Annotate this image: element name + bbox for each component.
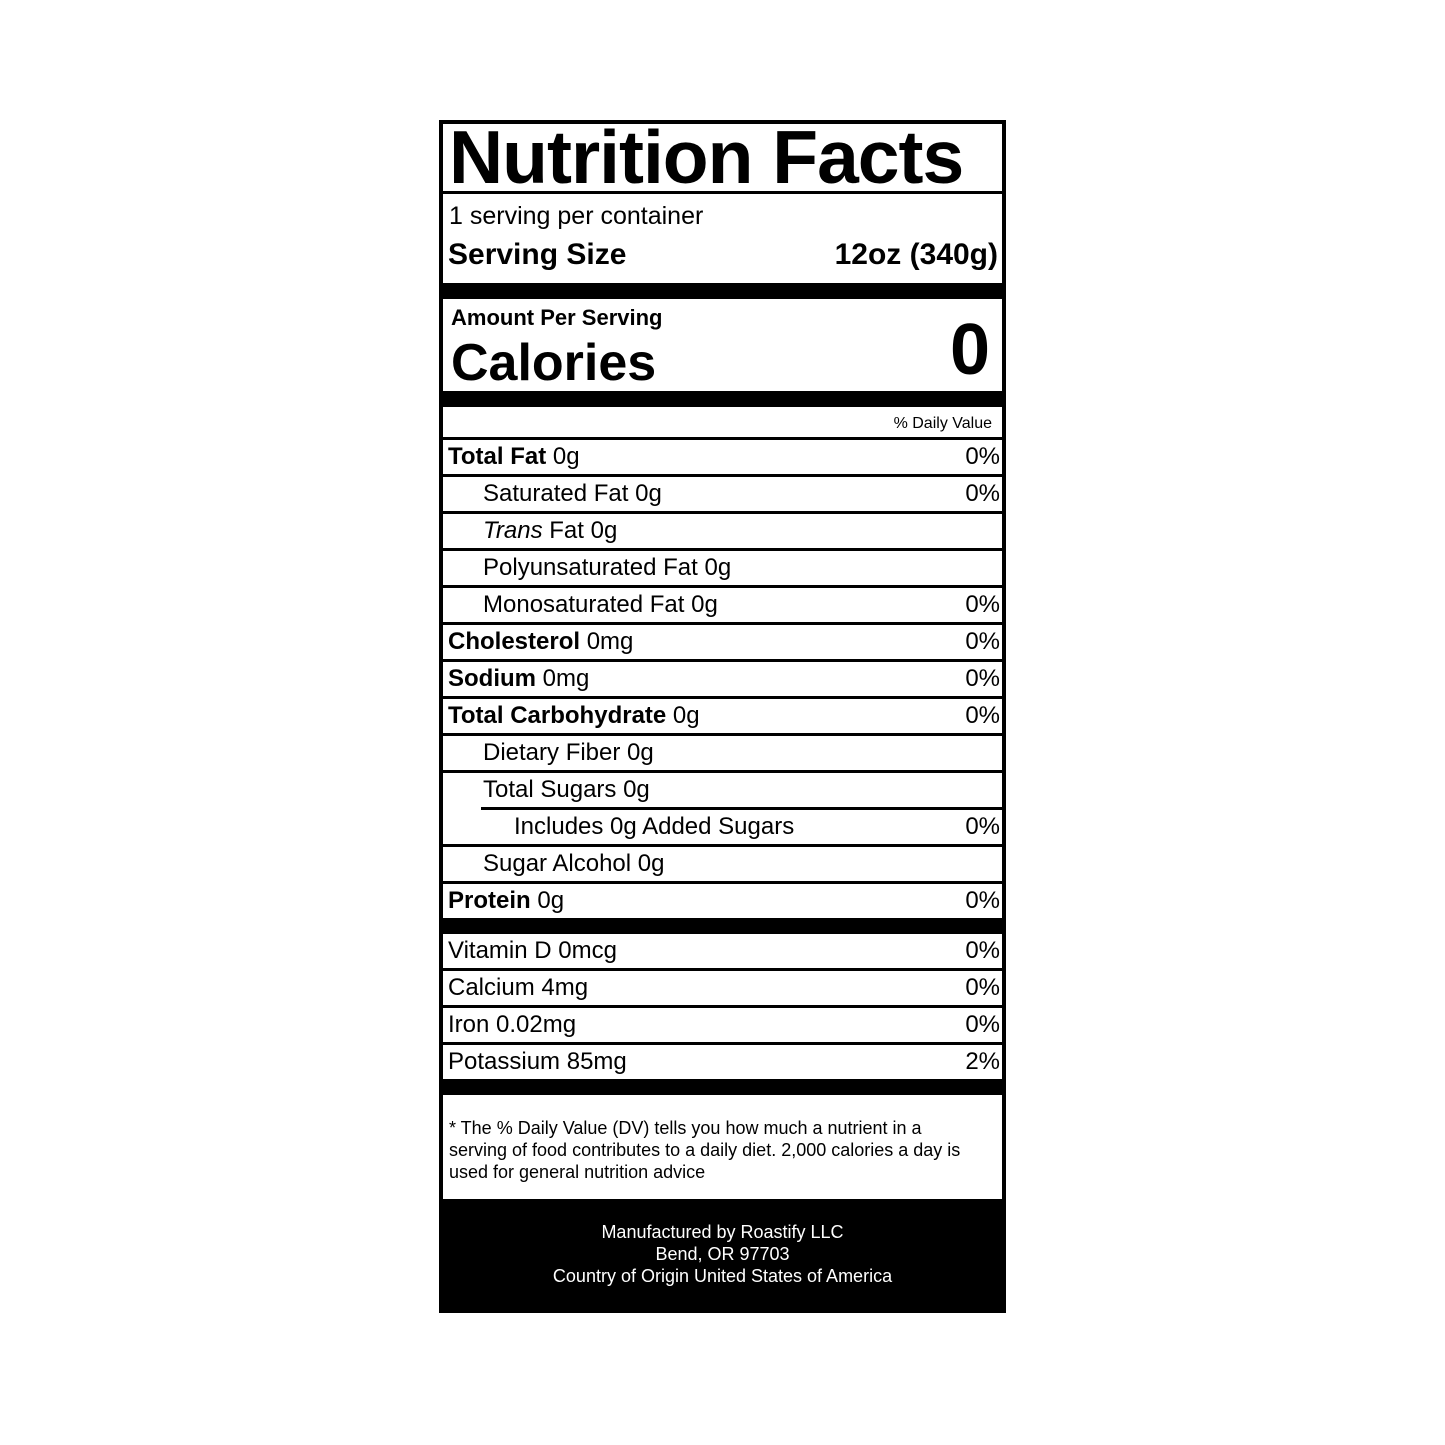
country-of-origin: Country of Origin United States of Ameri…: [552, 1266, 893, 1286]
nutrient-name: Total Sugars: [483, 776, 617, 803]
divider: [443, 918, 1002, 934]
nutrient-row-sugar-alcohol: Sugar Alcohol 0g: [443, 847, 1002, 884]
nutrient-name: Total Fat: [448, 443, 547, 470]
nutrient-amount: 0g: [537, 887, 565, 914]
nutrient-dv: 0%: [965, 591, 1000, 618]
vitamin-row-vitamin-d: Vitamin D 0mcg 0%: [443, 934, 1002, 971]
nutrient-dv: 0%: [965, 665, 1000, 692]
nutrient-row-added-sugars: Includes 0g Added Sugars 0%: [443, 810, 1002, 847]
vitamin-dv: 0%: [965, 1011, 1000, 1038]
vitamin-name: Vitamin D: [448, 937, 552, 964]
nutrient-amount: 0g: [627, 739, 654, 766]
serving-size-value: 12oz (340g): [834, 238, 998, 271]
indented-divider: [481, 807, 1002, 810]
nutrient-name: Polyunsaturated Fat: [483, 554, 698, 581]
nutrient-row-total-sugars: Total Sugars 0g: [443, 773, 1002, 807]
vitamin-row-calcium: Calcium 4mg 0%: [443, 971, 1002, 1008]
nutrient-row-total-fat: Total Fat 0g 0%: [443, 440, 1002, 477]
serving-size-row: Serving Size 12oz (340g): [443, 234, 1002, 283]
nutrient-dv: 0%: [965, 887, 1000, 914]
calories-label: Calories: [451, 334, 657, 392]
divider: [443, 1079, 1002, 1095]
nutrient-row-sodium: Sodium 0mg 0%: [443, 662, 1002, 699]
nutrient-name: Sugar Alcohol: [483, 850, 632, 877]
vitamin-amount: 85mg: [566, 1048, 627, 1075]
nutrient-dv: 0%: [965, 813, 1000, 840]
nutrient-name: Trans: [483, 517, 543, 544]
vitamin-dv: 0%: [965, 974, 1000, 1001]
nutrient-dv: 0%: [965, 628, 1000, 655]
divider: [443, 391, 1002, 407]
nutrient-amount: 0g: [704, 554, 732, 581]
nutrient-name: Saturated Fat: [483, 480, 629, 507]
nutrient-row-dietary-fiber: Dietary Fiber 0g: [443, 736, 1002, 773]
nutrition-facts-label: Nutrition Facts 1 serving per container …: [439, 120, 1006, 1313]
vitamin-amount: 4mg: [541, 974, 589, 1001]
nutrient-name: Includes 0g Added Sugars: [514, 813, 795, 840]
vitamin-name: Calcium: [448, 974, 535, 1001]
nutrient-amount: 0g: [623, 776, 650, 803]
label-title: Nutrition Facts: [443, 124, 1002, 194]
nutrient-amount: 0g: [635, 480, 662, 507]
manufacturer-line: Manufactured by Roastify LLC: [601, 1222, 844, 1242]
vitamin-name: Potassium: [448, 1048, 561, 1075]
vitamin-dv: 2%: [965, 1048, 1000, 1075]
nutrient-amount: 0mg: [542, 665, 590, 692]
nutrient-dv: 0%: [965, 443, 1000, 470]
nutrient-name: Cholesterol: [448, 628, 581, 655]
manufacturer-address: Bend, OR 97703: [655, 1244, 790, 1264]
nutrient-row-total-carbohydrate: Total Carbohydrate 0g 0%: [443, 699, 1002, 736]
vitamin-amount: 0mcg: [558, 937, 617, 964]
nutrient-name: Total Carbohydrate: [448, 702, 667, 729]
nutrient-amount: 0g: [552, 443, 580, 470]
nutrient-name: Dietary Fiber: [483, 739, 621, 766]
manufacturer-info: Manufactured by Roastify LLC Bend, OR 97…: [443, 1199, 1002, 1309]
vitamin-row-iron: Iron 0.02mg 0%: [443, 1008, 1002, 1045]
nutrient-name-suffix: Fat: [549, 517, 584, 544]
nutrient-dv: 0%: [965, 702, 1000, 729]
nutrient-amount: 0mg: [586, 628, 634, 655]
nutrient-amount: 0g: [637, 850, 665, 877]
nutrient-row-polyunsaturated-fat: Polyunsaturated Fat 0g: [443, 551, 1002, 588]
calories-section: Amount Per Serving Calories 0: [443, 299, 1002, 392]
nutrient-name: Protein: [448, 887, 531, 914]
vitamin-amount: 0.02mg: [496, 1011, 577, 1038]
vitamin-dv: 0%: [965, 937, 1000, 964]
daily-value-footnote: * The % Daily Value (DV) tells you how m…: [449, 1118, 961, 1182]
nutrient-row-cholesterol: Cholesterol 0mg 0%: [443, 625, 1002, 662]
daily-value-header: % Daily Value: [443, 407, 1002, 440]
calories-value: 0: [949, 310, 990, 390]
nutrient-row-protein: Protein 0g 0%: [443, 884, 1002, 918]
nutrient-row-monosaturated-fat: Monosaturated Fat 0g 0%: [443, 588, 1002, 625]
nutrient-amount: 0g: [691, 591, 718, 618]
servings-per-container: 1 serving per container: [449, 202, 704, 230]
nutrient-row-saturated-fat: Saturated Fat 0g 0%: [443, 477, 1002, 514]
nutrient-amount: 0g: [590, 517, 618, 544]
divider: [443, 283, 1002, 299]
vitamin-row-potassium: Potassium 85mg 2%: [443, 1045, 1002, 1079]
nutrient-row-trans-fat: Trans Fat 0g: [443, 514, 1002, 551]
vitamin-name: Iron: [448, 1011, 490, 1038]
nutrient-name: Monosaturated Fat: [483, 591, 685, 618]
serving-size-label: Serving Size: [448, 238, 627, 271]
nutrient-amount: 0g: [672, 702, 700, 729]
nutrient-dv: 0%: [965, 480, 1000, 507]
amount-per-serving: Amount Per Serving: [451, 305, 663, 330]
nutrient-name: Sodium: [448, 665, 536, 692]
